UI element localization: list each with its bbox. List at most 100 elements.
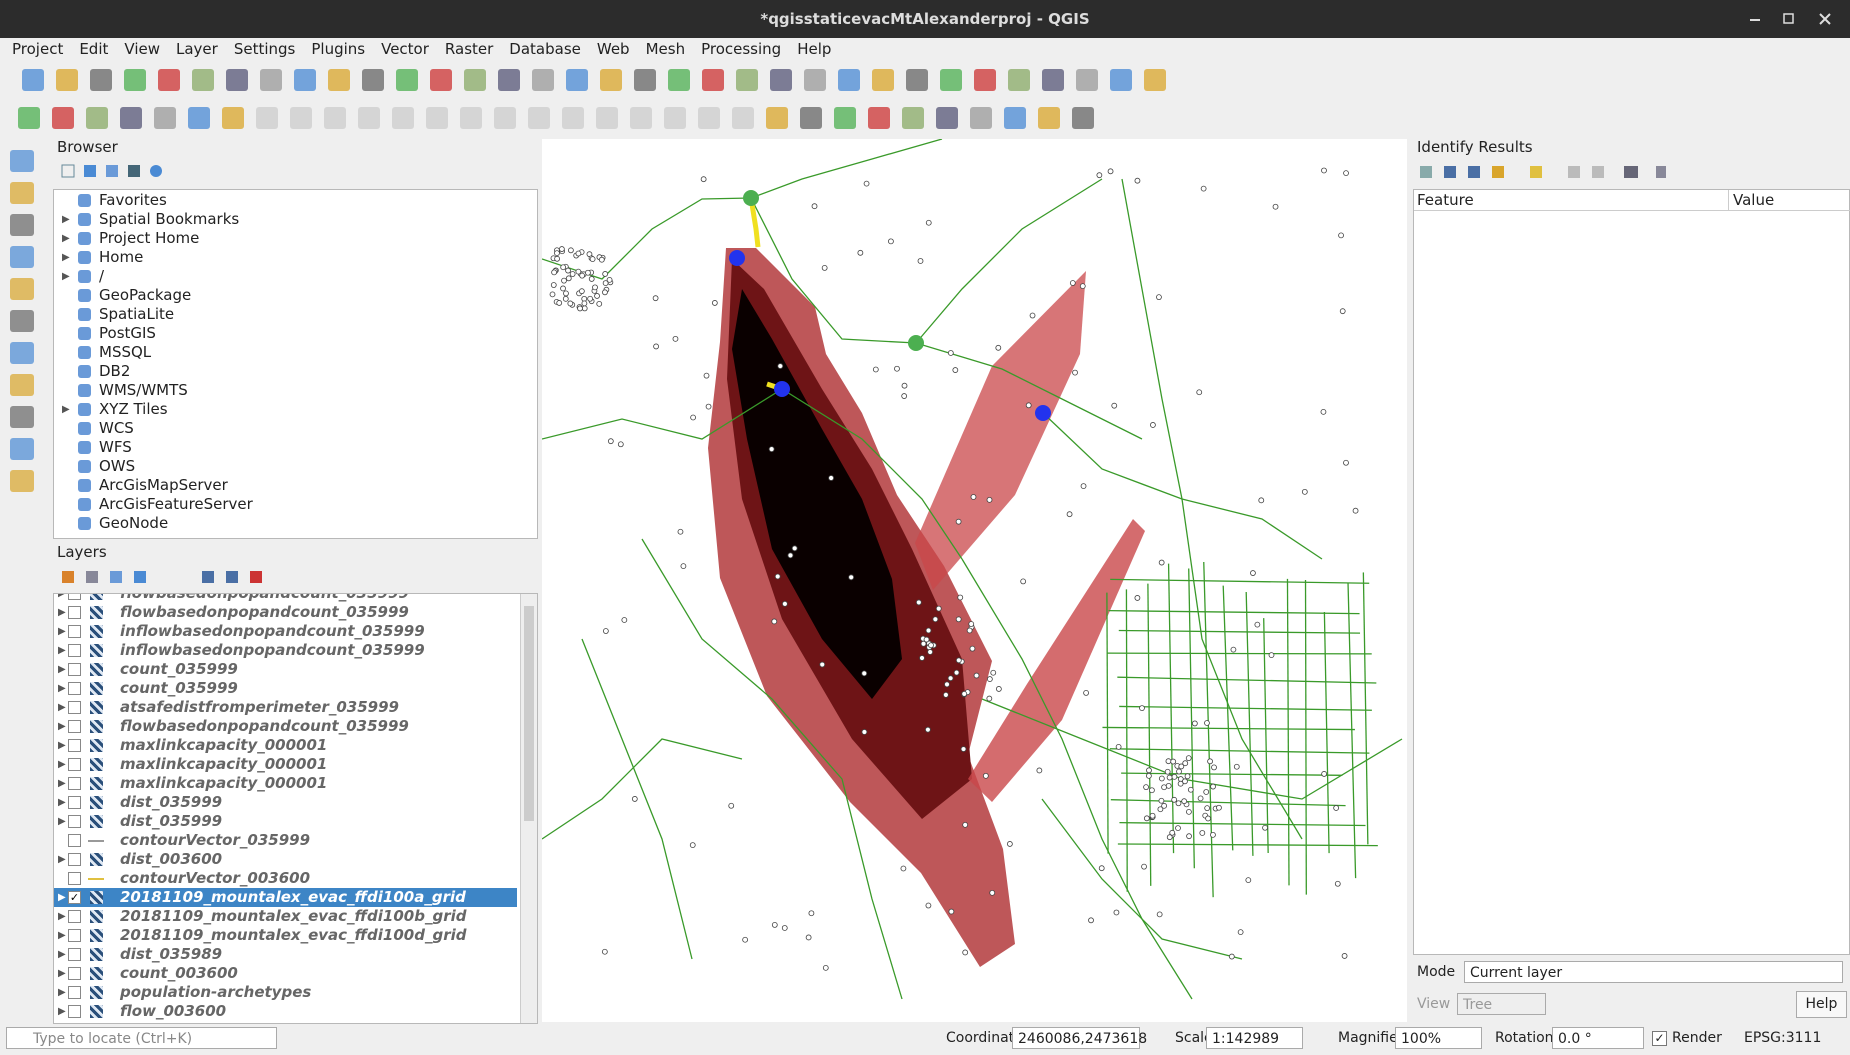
expand-arrow[interactable]: ▶ xyxy=(58,968,66,979)
mode-combo[interactable]: Current layer xyxy=(1464,961,1843,983)
layer-name[interactable]: contourVector_035999 xyxy=(120,831,311,849)
layer-checkbox[interactable] xyxy=(68,1005,81,1018)
menu-item[interactable]: Processing xyxy=(701,40,782,58)
layer-name[interactable]: population-archetypes xyxy=(120,983,312,1001)
layer-name[interactable]: count_003600 xyxy=(120,964,238,982)
layer-name[interactable]: flow_003600 xyxy=(120,1002,227,1020)
tool-button[interactable] xyxy=(906,69,928,91)
layer-name[interactable]: dist_003600 xyxy=(120,850,223,868)
layer-name[interactable]: 20181109_mountalex_evac_ffdi100b_grid xyxy=(120,907,467,925)
tool-button[interactable] xyxy=(668,69,690,91)
tool-button[interactable] xyxy=(18,107,40,129)
layer-item[interactable]: ▶ flowbasedonpopandcount_035999 xyxy=(54,603,517,622)
expand-arrow[interactable]: ▶ xyxy=(58,593,66,599)
scrollbar[interactable] xyxy=(520,594,537,1023)
scrollbar-thumb[interactable] xyxy=(524,606,534,821)
tool-button[interactable] xyxy=(804,69,826,91)
layer-item[interactable]: ▶ dist_035989 xyxy=(54,945,517,964)
layer-item[interactable]: contourVector_035999 xyxy=(54,831,517,850)
layer-checkbox[interactable] xyxy=(68,606,81,619)
layer-item[interactable]: ▶ 20181109_mountalex_evac_ffdi100d_grid xyxy=(54,926,517,945)
menu-item[interactable]: Vector xyxy=(381,40,429,58)
expand-arrow[interactable]: ▶ xyxy=(58,626,66,637)
menu-item[interactable]: Settings xyxy=(233,40,296,58)
layer-checkbox[interactable] xyxy=(68,853,81,866)
tool-button[interactable] xyxy=(226,69,248,91)
tool-button[interactable] xyxy=(528,107,550,129)
tool-button[interactable] xyxy=(562,107,584,129)
expand-arrow[interactable]: ▶ xyxy=(62,233,70,244)
expand-arrow[interactable]: ▶ xyxy=(62,252,70,263)
layer-name[interactable]: dist_035999 xyxy=(120,812,223,830)
layer-checkbox[interactable] xyxy=(68,815,81,828)
item-label[interactable]: WMS/WMTS xyxy=(99,381,188,399)
tool-button[interactable] xyxy=(260,69,282,91)
layer-item[interactable]: ▶ dist_035999 xyxy=(54,793,517,812)
tool-button[interactable] xyxy=(732,107,754,129)
menu-item[interactable]: View xyxy=(124,40,160,58)
tool-button[interactable] xyxy=(834,107,856,129)
layer-item[interactable]: ▶ count_003600 xyxy=(54,964,517,983)
item-label[interactable]: WCS xyxy=(99,419,134,437)
layer-checkbox[interactable] xyxy=(68,986,81,999)
layer-checkbox[interactable] xyxy=(68,967,81,980)
tool-button[interactable] xyxy=(1144,69,1166,91)
tool-button[interactable] xyxy=(362,69,384,91)
item-label[interactable]: GeoPackage xyxy=(99,286,192,304)
expand-arrow[interactable]: ▶ xyxy=(58,645,66,656)
layer-item[interactable]: ▶ dist_035999 xyxy=(54,812,517,831)
scale-combo[interactable]: 1:142989 xyxy=(1206,1027,1303,1049)
tool-button[interactable] xyxy=(464,69,486,91)
item-label[interactable]: SpatiaLite xyxy=(99,305,175,323)
expand-arrow[interactable]: ▶ xyxy=(58,740,66,751)
tool-button[interactable] xyxy=(10,278,34,300)
layer-name[interactable]: atsafedistfromperimeter_035999 xyxy=(120,698,399,716)
expand-arrow[interactable]: ▶ xyxy=(58,702,66,713)
render-checkbox[interactable]: ✓ xyxy=(1652,1031,1667,1046)
expand-arrow[interactable]: ▶ xyxy=(58,911,66,922)
layer-checkbox[interactable] xyxy=(68,720,81,733)
tool-button[interactable] xyxy=(766,107,788,129)
menu-item[interactable]: Mesh xyxy=(645,40,686,58)
layer-checkbox[interactable] xyxy=(68,625,81,638)
expand-arrow[interactable]: ▶ xyxy=(58,816,66,827)
layer-checkbox[interactable] xyxy=(68,644,81,657)
tool-button[interactable] xyxy=(222,107,244,129)
expand-arrow[interactable]: ▶ xyxy=(58,1006,66,1017)
tool-button[interactable] xyxy=(770,69,792,91)
tool-button[interactable] xyxy=(358,107,380,129)
layer-item[interactable]: ▶ maxlinkcapacity_000001 xyxy=(54,736,517,755)
tool-button[interactable] xyxy=(192,69,214,91)
tool-button[interactable] xyxy=(1072,107,1094,129)
tool-button[interactable] xyxy=(396,69,418,91)
item-label[interactable]: / xyxy=(99,267,105,285)
menu-item[interactable]: Plugins xyxy=(311,40,366,58)
tool-button[interactable] xyxy=(936,107,958,129)
tool-button[interactable] xyxy=(10,342,34,364)
layer-name[interactable]: 20181109_mountalex_evac_ffdi100d_grid xyxy=(120,926,467,944)
menu-item[interactable]: Web xyxy=(596,40,630,58)
expand-arrow[interactable]: ▶ xyxy=(58,949,66,960)
coordinate-field[interactable]: 2460086,2473618 xyxy=(1012,1027,1147,1049)
menu-item[interactable]: Raster xyxy=(444,40,494,58)
expand-arrow[interactable]: ▶ xyxy=(58,721,66,732)
layer-item[interactable]: ▶ flowbasedonpopandcount_035999 xyxy=(54,717,517,736)
layer-name[interactable]: dist_035999 xyxy=(120,793,223,811)
layer-name[interactable]: flowbasedonpopandcount_035999 xyxy=(120,603,409,621)
tool-button[interactable] xyxy=(868,107,890,129)
tool-button[interactable] xyxy=(124,69,146,91)
tool-button[interactable] xyxy=(10,438,34,460)
layer-name[interactable]: contourVector_003600 xyxy=(120,869,311,887)
rotation-field[interactable]: 0.0 ° xyxy=(1552,1027,1644,1049)
layer-name[interactable]: inflowbasedonpopandcount_035999 xyxy=(120,641,425,659)
tool-button[interactable] xyxy=(838,69,860,91)
layer-item[interactable]: contourVector_003600 xyxy=(54,869,517,888)
layer-checkbox[interactable] xyxy=(68,872,81,885)
layer-checkbox[interactable]: ✓ xyxy=(68,891,81,904)
help-button[interactable]: Help xyxy=(1796,991,1847,1018)
layer-item[interactable]: ▶ maxlinkcapacity_000001 xyxy=(54,755,517,774)
layer-checkbox[interactable] xyxy=(68,594,81,600)
item-label[interactable]: ArcGisFeatureServer xyxy=(99,495,253,513)
expand-arrow[interactable]: ▶ xyxy=(58,664,66,675)
layer-name[interactable]: maxlinkcapacity_000001 xyxy=(120,755,328,773)
